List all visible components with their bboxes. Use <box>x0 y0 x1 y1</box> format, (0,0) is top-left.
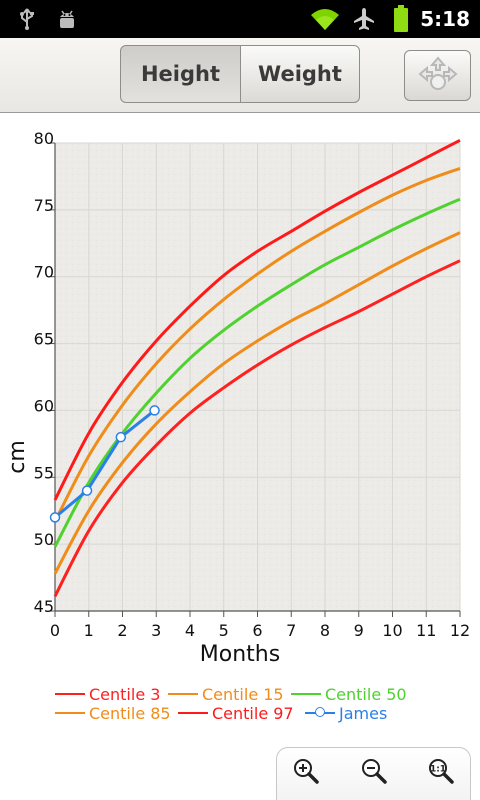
legend-label: Centile 85 <box>89 703 171 723</box>
series-markers <box>49 405 160 523</box>
zoom-in-icon <box>293 758 319 788</box>
x-tick-label: 9 <box>354 621 364 640</box>
x-tick-label: 4 <box>185 621 195 640</box>
series-line-centile-15 <box>53 231 461 575</box>
navigation-arrows-icon <box>417 55 458 96</box>
grid-lines <box>54 142 461 612</box>
y-tick-label: 60 <box>34 396 54 415</box>
status-time: 5:18 <box>420 7 470 31</box>
data-point[interactable] <box>49 512 61 523</box>
x-tick-label: 5 <box>219 621 229 640</box>
airplane-icon <box>350 0 378 38</box>
x-tick-label: 11 <box>416 621 436 640</box>
y-tick-label: 70 <box>34 263 54 282</box>
x-tick-label: 0 <box>50 621 60 640</box>
svg-text:1:1: 1:1 <box>430 765 446 775</box>
y-tick-label: 75 <box>34 196 54 215</box>
tab-height[interactable]: Height <box>120 45 241 103</box>
zoom-reset-button[interactable]: 1:1 <box>426 758 456 788</box>
zoom-in-button[interactable] <box>291 758 321 788</box>
y-tick-label: 55 <box>34 463 54 482</box>
navigation-button[interactable] <box>404 50 471 101</box>
x-axis-label: Months <box>200 642 280 667</box>
legend-label: Centile 3 <box>89 684 161 704</box>
status-bar: 5:18 <box>0 0 480 38</box>
data-point[interactable] <box>149 405 160 416</box>
y-axis-label: cm <box>5 440 30 474</box>
x-tick-label: 1 <box>84 621 94 640</box>
x-tick-label: 8 <box>320 621 330 640</box>
x-tick-label: 12 <box>450 621 470 640</box>
legend-swatch <box>55 693 85 695</box>
x-tick-label: 7 <box>286 621 296 640</box>
legend-item: Centile 3 <box>55 684 160 704</box>
legend-label: Centile 15 <box>202 684 284 704</box>
series-line-james <box>54 409 156 519</box>
legend-label: James <box>339 703 388 723</box>
legend-marker <box>315 707 325 717</box>
data-point[interactable] <box>81 485 93 496</box>
series-lines <box>53 138 461 597</box>
legend-label: Centile 97 <box>212 703 294 723</box>
battery-icon <box>388 0 414 38</box>
legend-swatch <box>291 693 321 695</box>
zoom-out-button[interactable] <box>359 758 389 788</box>
legend-swatch <box>55 712 85 714</box>
usb-icon <box>12 0 42 38</box>
zoom-controls: 1:1 <box>276 747 471 800</box>
toolbar: Height Weight <box>0 38 480 113</box>
android-debug-icon <box>52 0 82 38</box>
series-line-centile-85 <box>53 166 461 523</box>
legend-label: Centile 50 <box>325 684 407 704</box>
series-line-centile-3 <box>53 259 461 597</box>
wifi-icon <box>308 0 342 38</box>
zoom-out-icon <box>361 758 387 788</box>
legend-swatch <box>305 707 335 717</box>
x-tick-label: 3 <box>151 621 161 640</box>
tab-weight[interactable]: Weight <box>240 45 360 103</box>
legend-swatch <box>168 693 198 695</box>
y-tick-label: 65 <box>34 330 54 349</box>
x-tick-label: 6 <box>252 621 262 640</box>
legend-item: James <box>305 703 387 723</box>
y-tick-label: 45 <box>34 597 54 616</box>
zoom-reset-icon: 1:1 <box>428 758 454 788</box>
y-tick-label: 50 <box>34 530 54 549</box>
legend-item: Centile 15 <box>168 684 284 704</box>
series-line-centile-97 <box>53 138 461 501</box>
y-tick-label: 80 <box>34 129 54 148</box>
legend-item: Centile 85 <box>55 703 171 723</box>
legend-swatch <box>178 712 208 714</box>
data-point[interactable] <box>115 431 127 443</box>
x-tick-label: 2 <box>117 621 127 640</box>
legend-item: Centile 50 <box>291 684 407 704</box>
x-tick-label: 10 <box>382 621 402 640</box>
legend-item: Centile 97 <box>178 703 294 723</box>
